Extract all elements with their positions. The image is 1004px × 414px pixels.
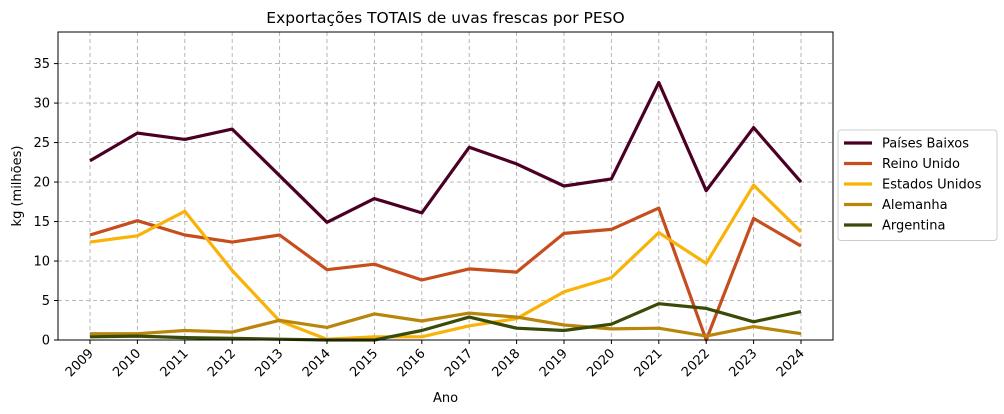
x-tick-label: 2023: [726, 346, 760, 380]
x-tick-label: 2021: [632, 346, 666, 380]
y-tick-label: 25: [33, 136, 50, 151]
x-tick-label: 2010: [110, 346, 144, 380]
y-tick-label: 35: [33, 57, 50, 72]
x-tick-label: 2024: [774, 346, 808, 380]
series-layer: [89, 80, 803, 342]
x-tick-label: 2009: [63, 346, 97, 380]
y-tick-label: 10: [33, 255, 50, 270]
legend: Países Baixos Reino Unido Estados Unidos Al…: [837, 129, 998, 241]
x-tick-label: 2017: [442, 346, 476, 380]
x-tick-label: 2022: [679, 346, 713, 380]
series-line-4: [90, 311, 802, 338]
series-line-5: [89, 302, 802, 342]
legend-label: Alemanha: [882, 198, 948, 213]
y-tick-label: 15: [33, 215, 50, 230]
grid-layer: [58, 32, 833, 341]
series-line-3: [89, 183, 803, 341]
y-tick-label: 5: [42, 294, 50, 309]
y-tick-label: 20: [33, 176, 50, 191]
series-line-1: [89, 80, 803, 224]
x-tick-label: 2012: [205, 346, 239, 380]
x-axis-label: Ano: [433, 391, 458, 406]
chart-title: Exportações TOTAIS de uvas frescas por P…: [266, 9, 624, 27]
y-tick-label: 30: [33, 97, 50, 112]
y-axis-label: kg (milhões): [10, 146, 25, 227]
legend-label: Reino Unido: [882, 157, 960, 172]
legend-label: Países Baixos: [882, 137, 969, 152]
x-tick-label: 2018: [489, 346, 523, 380]
y-tick-label: 0: [42, 334, 50, 349]
x-tick-label: 2011: [158, 346, 192, 380]
x-tick-label: 2019: [537, 346, 571, 380]
legend-frame: [837, 129, 998, 241]
legend-label: Estados Unidos: [882, 178, 982, 193]
x-tick-label: 2013: [252, 346, 286, 380]
x-tick-label: 2015: [347, 346, 381, 380]
plot-area: [57, 31, 834, 341]
x-tick-label: 2016: [395, 346, 429, 380]
x-tick-label: 2020: [584, 346, 618, 380]
legend-label: Argentina: [882, 219, 945, 234]
x-tick-label: 2014: [300, 346, 334, 380]
